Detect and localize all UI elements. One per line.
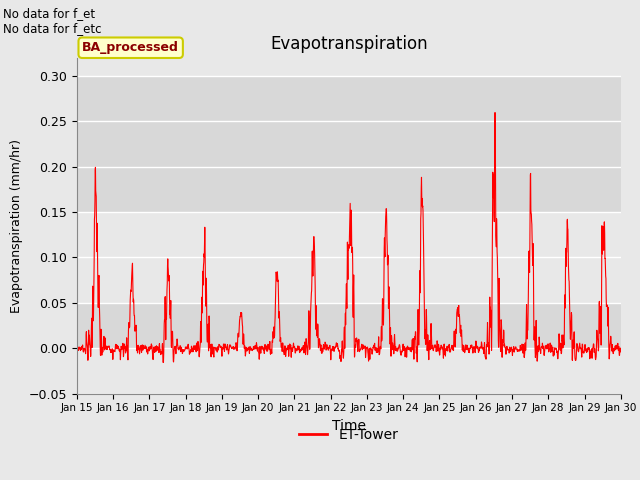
Bar xyxy=(77,303,621,348)
Title: Evapotranspiration: Evapotranspiration xyxy=(270,35,428,53)
X-axis label: Time: Time xyxy=(332,419,366,433)
Bar xyxy=(77,348,621,394)
Bar xyxy=(77,212,621,303)
Text: No data for f_et: No data for f_et xyxy=(3,7,95,20)
Bar xyxy=(77,76,621,212)
Text: No data for f_etc: No data for f_etc xyxy=(3,22,102,35)
Legend: ET-Tower: ET-Tower xyxy=(294,422,404,447)
Text: BA_processed: BA_processed xyxy=(82,41,179,54)
Y-axis label: Evapotranspiration (mm/hr): Evapotranspiration (mm/hr) xyxy=(10,139,23,312)
